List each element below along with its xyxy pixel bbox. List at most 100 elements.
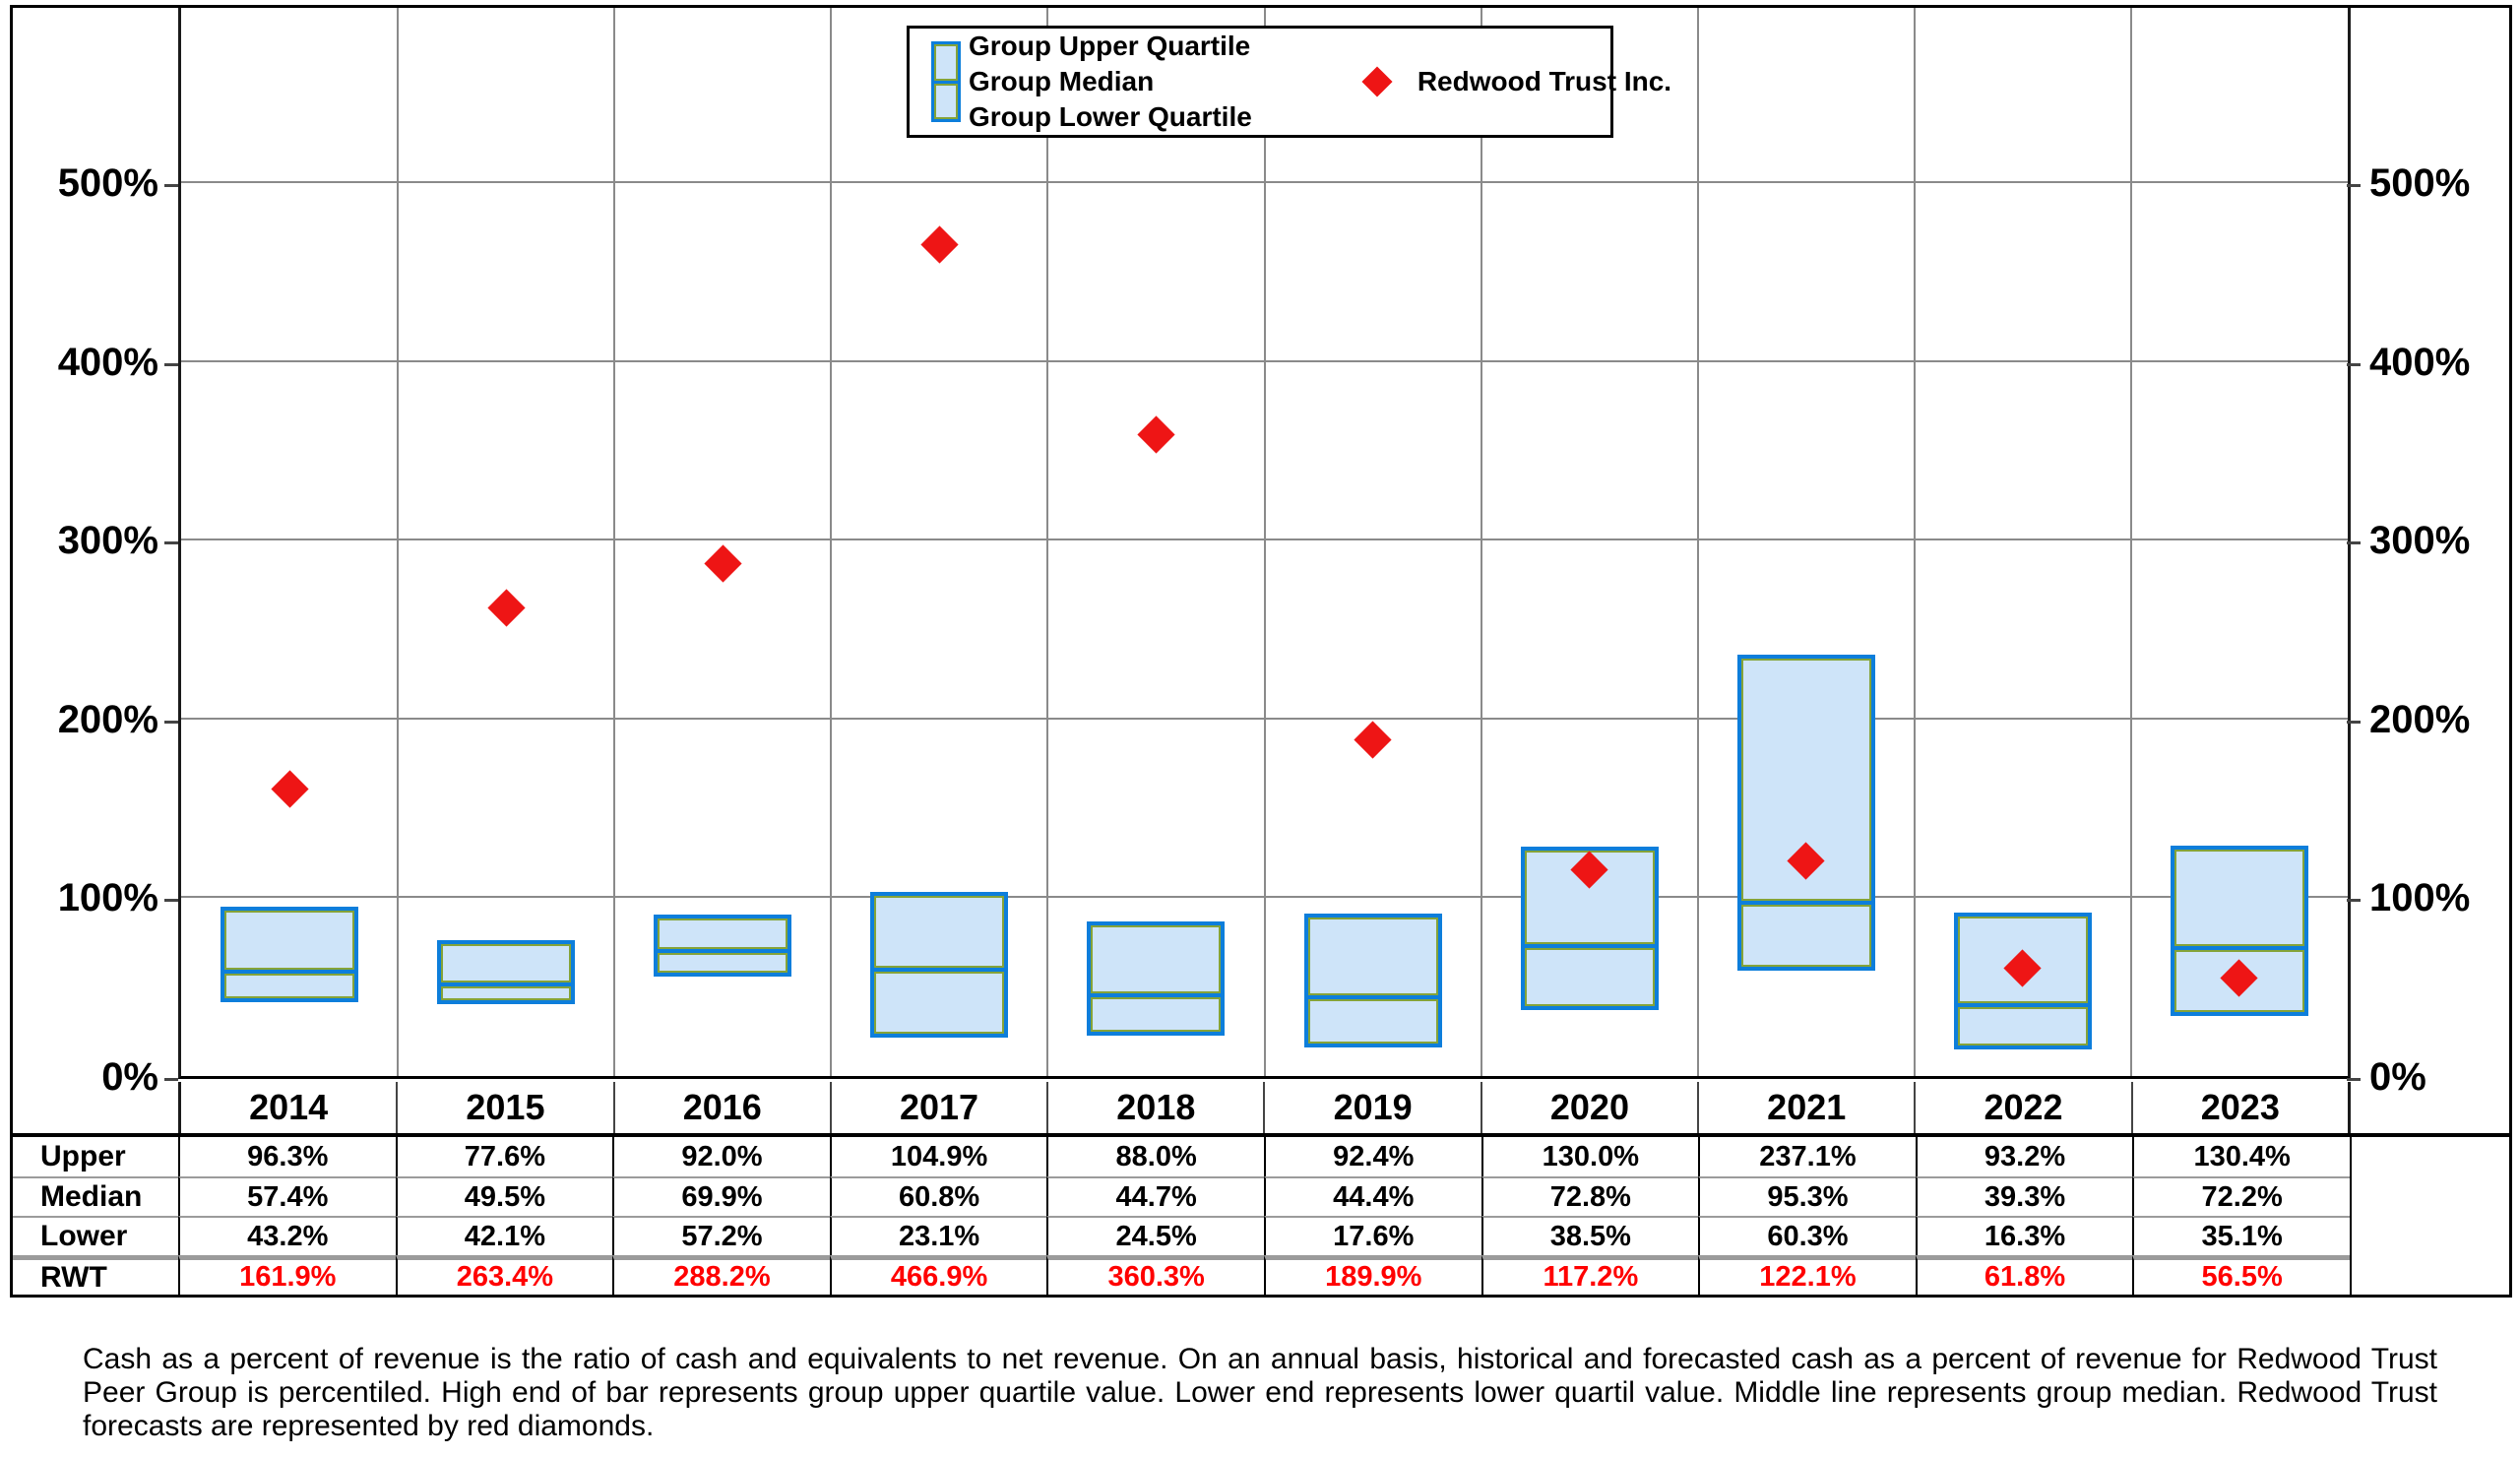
y-tick-label-right-500: 500% [2369,161,2471,205]
y-tick-right-400 [2347,362,2361,366]
x-axis-label-2019: 2019 [1263,1082,1480,1133]
median-to-lower-quartile-cell [874,971,1005,1035]
footnote-text: Cash as a percent of revenue is the rati… [83,1343,2437,1442]
median-line [874,967,1005,972]
y-tick-label-left-500: 500% [57,161,158,205]
x-axis-label-2018: 2018 [1046,1082,1263,1133]
table-cell-rwt-2022: 61.8% [1915,1255,2133,1295]
table-cell-upper-2019: 92.4% [1263,1137,1481,1176]
legend-group-label-0: Group Upper Quartile [969,31,1251,61]
table-cell-lower-2018: 24.5% [1046,1216,1264,1255]
table-cell-median-2016: 69.9% [612,1176,830,1216]
table-cell-median-2018: 44.7% [1046,1176,1264,1216]
table-cell-upper-2020: 130.0% [1480,1137,1699,1176]
table-filler-cell [2349,1137,2509,1295]
y-tick-label-right-100: 100% [2369,876,2471,920]
legend-group-label-2: Group Lower Quartile [969,101,1252,132]
gridline-vertical-4 [1046,8,1049,1076]
table-cell-rwt-2015: 263.4% [395,1255,613,1295]
x-axis-label-2021: 2021 [1697,1082,1914,1133]
median-to-lower-quartile-cell [224,974,355,998]
quartile-bar-2017 [870,891,1009,1039]
x-axis-label-2014: 2014 [249,1087,329,1127]
upper-quartile-to-median-cell [2174,850,2304,946]
quartile-box-icon [931,41,961,122]
rwt-diamond-2016 [704,544,742,583]
table-cell-median-2015: 49.5% [395,1176,613,1216]
table-cell-median-2023: 72.2% [2132,1176,2350,1216]
x-axis-label-2015: 2015 [396,1082,612,1133]
y-tick-label-right-200: 200% [2369,697,2471,741]
table-cell-upper-2023: 130.4% [2132,1137,2350,1176]
rwt-diamond-2014 [270,770,309,809]
median-to-lower-quartile-cell [1524,948,1655,1007]
table-cell-rwt-2021: 122.1% [1698,1255,1916,1295]
table-cell-upper-2014: 96.3% [178,1137,396,1176]
rwt-diamond-2019 [1354,721,1392,759]
table-row-label-rwt: RWT [13,1255,178,1295]
gridline-vertical-6 [1480,8,1482,1076]
y-tick-label-right-0: 0% [2369,1055,2426,1099]
table-cell-upper-2017: 104.9% [829,1137,1047,1176]
table-cell-median-2014: 57.4% [178,1176,396,1216]
quartile-bar-2019 [1303,914,1442,1048]
median-line [1307,994,1438,999]
gridline-vertical-1 [397,8,400,1076]
median-to-lower-quartile-cell [1740,904,1871,968]
x-axis-label-2023: 2023 [2130,1082,2348,1133]
table-cell-rwt-2023: 56.5% [2132,1255,2350,1295]
table-cell-median-2021: 95.3% [1698,1176,1916,1216]
x-axis-label-2016: 2016 [612,1082,830,1133]
table-cell-rwt-2019: 189.9% [1263,1255,1481,1295]
table-cell-lower-2019: 17.6% [1263,1216,1481,1255]
median-to-lower-quartile-cell [1957,1006,2088,1046]
y-tick-right-100 [2347,899,2361,903]
upper-quartile-to-median-cell [224,911,355,971]
table-cell-median-2019: 44.4% [1263,1176,1481,1216]
y-tick-left-100 [164,899,178,903]
y-axis-left: 0% 100% 200% 300% 400% 500% [13,8,162,1099]
y-tick-left-400 [164,362,178,366]
median-line [1957,1002,2088,1007]
legend-group-labels: Group Upper Quartile Group Median Group Lo… [969,29,1252,135]
quartile-box-icon-median-line [934,80,958,84]
median-line [441,982,572,987]
table-cell-median-2020: 72.8% [1480,1176,1699,1216]
upper-quartile-to-median-cell [1091,925,1222,994]
y-axis-right: 0% 100% 200% 300% 400% 500% [2358,8,2510,1099]
y-tick-label-left-0: 0% [101,1055,158,1099]
gridline-vertical-5 [1263,8,1266,1076]
table-cell-lower-2017: 23.1% [829,1216,1047,1255]
legend-group-label-1: Group Median [969,66,1155,96]
quartile-bar-2014 [220,907,359,1002]
median-to-lower-quartile-cell [1091,997,1222,1032]
table-cell-upper-2021: 237.1% [1698,1137,1916,1176]
y-tick-right-500 [2347,184,2361,187]
table-cell-rwt-2016: 288.2% [612,1255,830,1295]
x-axis-label-2020: 2020 [1480,1082,1697,1133]
table-cell-median-2017: 60.8% [829,1176,1047,1216]
x-axis-label-2017: 2017 [829,1082,1046,1133]
table-row-label-lower: Lower [13,1216,178,1255]
table-cell-median-2022: 39.3% [1915,1176,2133,1216]
data-table: Upper 96.3% 77.6% 92.0% 104.9% 88.0% 92.4% 130.… [13,1133,2509,1295]
y-tick-left-500 [164,184,178,187]
red-diamond-icon [1361,66,1393,97]
legend-company-label: Redwood Trust Inc. [1417,66,1672,96]
gridline-vertical-8 [1913,8,1916,1076]
quartile-bar-2018 [1087,921,1226,1036]
y-tick-right-200 [2347,720,2361,724]
gridline-vertical-3 [830,8,833,1076]
rwt-diamond-2018 [1137,415,1175,454]
median-to-lower-quartile-cell [658,953,788,974]
y-tick-label-right-300: 300% [2369,519,2471,563]
table-cell-upper-2016: 92.0% [612,1137,830,1176]
median-line [1524,944,1655,949]
upper-quartile-to-median-cell [1307,918,1438,995]
table-cell-rwt-2018: 360.3% [1046,1255,1264,1295]
quartile-bar-2021 [1736,655,1875,972]
table-cell-upper-2022: 93.2% [1915,1137,2133,1176]
quartile-bar-2015 [437,940,576,1004]
table-row-label-upper: Upper [40,1140,126,1172]
x-axis-year-band: 2014 2015 2016 2017 2018 2019 2020 2021 2022 2023 [178,1082,2351,1133]
